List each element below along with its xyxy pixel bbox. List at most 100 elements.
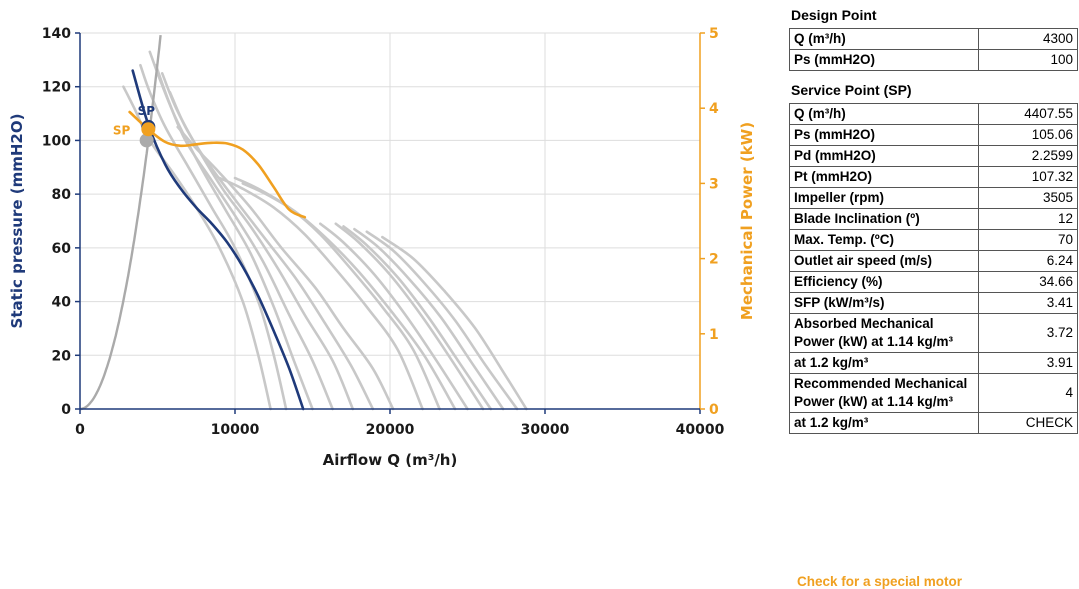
table-row: Recommended Mechanical Power (kW) at 1.1… (789, 373, 1078, 413)
row-label: Impeller (rpm) (789, 187, 979, 209)
row-value: 12 (978, 208, 1078, 230)
fan-curve (168, 90, 375, 411)
y-tick-label: 0 (61, 402, 71, 418)
row-value: 4 (978, 373, 1078, 413)
design-point-table: Q (m³/h) 4300 Ps (mmH2O) 100 (789, 28, 1078, 71)
row-value: 3.41 (978, 292, 1078, 314)
table-row: Efficiency (%) 34.66 (789, 271, 1078, 293)
design-point-marker (139, 133, 154, 148)
x-tick-label: 30000 (521, 422, 570, 438)
chart-tick-labels: 0 10000 20000 30000 40000 0 20 40 60 80 100 120 140 0… (42, 26, 725, 438)
fan-curve (241, 182, 457, 411)
fan-curve (381, 235, 528, 411)
row-label: Blade Inclination (º) (789, 208, 979, 230)
fan-curve (218, 176, 424, 411)
row-value: 3505 (978, 187, 1078, 209)
row-label: Recommended Mechanical Power (kW) at 1.1… (789, 373, 979, 413)
fan-curve (353, 227, 505, 411)
fan-curve (319, 222, 469, 411)
table-row: SFP (kW/m³/s) 3.41 (789, 292, 1078, 314)
chart-grid (79, 32, 701, 410)
table-row: at 1.2 kg/m³ CHECK (789, 412, 1078, 434)
y2-tick-label: 4 (709, 101, 719, 117)
row-value: 105.06 (978, 124, 1078, 146)
y-tick-label: 40 (52, 295, 72, 311)
service-point-table: Q (m³/h) 4407.55 Ps (mmH2O) 105.06 Pd (mmH2O… (789, 103, 1078, 434)
row-value: 34.66 (978, 271, 1078, 293)
y2-axis-title: Mechanical Power (kW) (738, 122, 756, 320)
table-row: Absorbed Mechanical Power (kW) at 1.14 k… (789, 313, 1078, 353)
row-value: 6.24 (978, 250, 1078, 272)
table-row: Pd (mmH2O) 2.2599 (789, 145, 1078, 167)
x-tick-label: 0 (75, 422, 85, 438)
table-row: Q (m³/h) 4407.55 (789, 103, 1078, 125)
row-label: Ps (mmH2O) (789, 124, 979, 146)
fan-curve (160, 72, 355, 411)
results-panel: Design Point Q (m³/h) 4300 Ps (mmH2O) 100 S… (789, 6, 1079, 444)
table-row: Impeller (rpm) 3505 (789, 187, 1078, 209)
system-curve (79, 34, 162, 411)
y-tick-label: 20 (52, 348, 72, 364)
row-label: at 1.2 kg/m³ (789, 352, 979, 374)
y-tick-label: 80 (52, 187, 72, 203)
fan-curve (365, 230, 519, 411)
table-row: Q (m³/h) 4300 (789, 28, 1078, 50)
design-point-title: Design Point (791, 7, 877, 23)
row-label: at 1.2 kg/m³ (789, 412, 979, 434)
y2-tick-label: 0 (709, 402, 719, 418)
selected-fan-curve-layer (131, 69, 305, 411)
selected-fan-curve (131, 69, 305, 411)
x-tick-label: 20000 (366, 422, 415, 438)
y-tick-label: 100 (42, 133, 71, 149)
table-row: Blade Inclination (º) 12 (789, 208, 1078, 230)
row-label: Absorbed Mechanical Power (kW) at 1.14 k… (789, 313, 979, 353)
row-label: Max. Temp. (ºC) (789, 229, 979, 251)
row-value: 107.32 (978, 166, 1078, 188)
row-value: 2.2599 (978, 145, 1078, 167)
row-label: SFP (kW/m³/s) (789, 292, 979, 314)
table-row: Outlet air speed (m/s) 6.24 (789, 250, 1078, 272)
row-value: 3.72 (978, 313, 1078, 353)
special-motor-warning: Check for a special motor (797, 574, 963, 589)
y2-tick-label: 5 (709, 26, 719, 42)
x-tick-label: 10000 (211, 422, 260, 438)
x-axis-title: Airflow Q (m³/h) (323, 451, 458, 469)
fan-performance-chart: 0 10000 20000 30000 40000 0 20 40 60 80 100 120 140 0… (8, 26, 756, 469)
table-row: Ps (mmH2O) 105.06 (789, 124, 1078, 146)
operating-points: SP SP (113, 104, 156, 148)
table-row: Pt (mmH2O) 107.32 (789, 166, 1078, 188)
row-value: 4300 (978, 28, 1078, 50)
power-point-label: SP (113, 123, 131, 137)
service-point-label: SP (138, 104, 156, 118)
table-row: Max. Temp. (ºC) 70 (789, 229, 1078, 251)
row-value: 3.91 (978, 352, 1078, 374)
row-label: Outlet air speed (m/s) (789, 250, 979, 272)
x-tick-label: 40000 (676, 422, 725, 438)
y-tick-label: 120 (42, 80, 71, 96)
power-curve (128, 110, 307, 219)
y-tick-label: 140 (42, 26, 71, 42)
table-row: at 1.2 kg/m³ 3.91 (789, 352, 1078, 374)
table-row: Ps (mmH2O) 100 (789, 49, 1078, 71)
row-value: 100 (978, 49, 1078, 71)
power-curve-layer (128, 110, 307, 219)
row-label: Efficiency (%) (789, 271, 979, 293)
system-curve-layer (79, 34, 162, 411)
y-axis-title: Static pressure (mmH2O) (8, 114, 26, 329)
fan-curve (334, 222, 485, 411)
y2-tick-label: 1 (709, 327, 719, 343)
row-value: 70 (978, 229, 1078, 251)
y-tick-label: 60 (52, 241, 72, 257)
service-power-point-marker (141, 122, 156, 137)
row-label: Pd (mmH2O) (789, 145, 979, 167)
y2-tick-label: 2 (709, 252, 719, 268)
y2-tick-label: 3 (709, 176, 719, 192)
row-label: Pt (mmH2O) (789, 166, 979, 188)
fan-curve (342, 225, 493, 411)
row-label: Q (m³/h) (789, 103, 979, 125)
fan-curve (154, 63, 334, 411)
row-value: 4407.55 (978, 103, 1078, 125)
row-label: Q (m³/h) (789, 28, 979, 50)
service-point-title: Service Point (SP) (791, 82, 912, 98)
row-label: Ps (mmH2O) (789, 49, 979, 71)
